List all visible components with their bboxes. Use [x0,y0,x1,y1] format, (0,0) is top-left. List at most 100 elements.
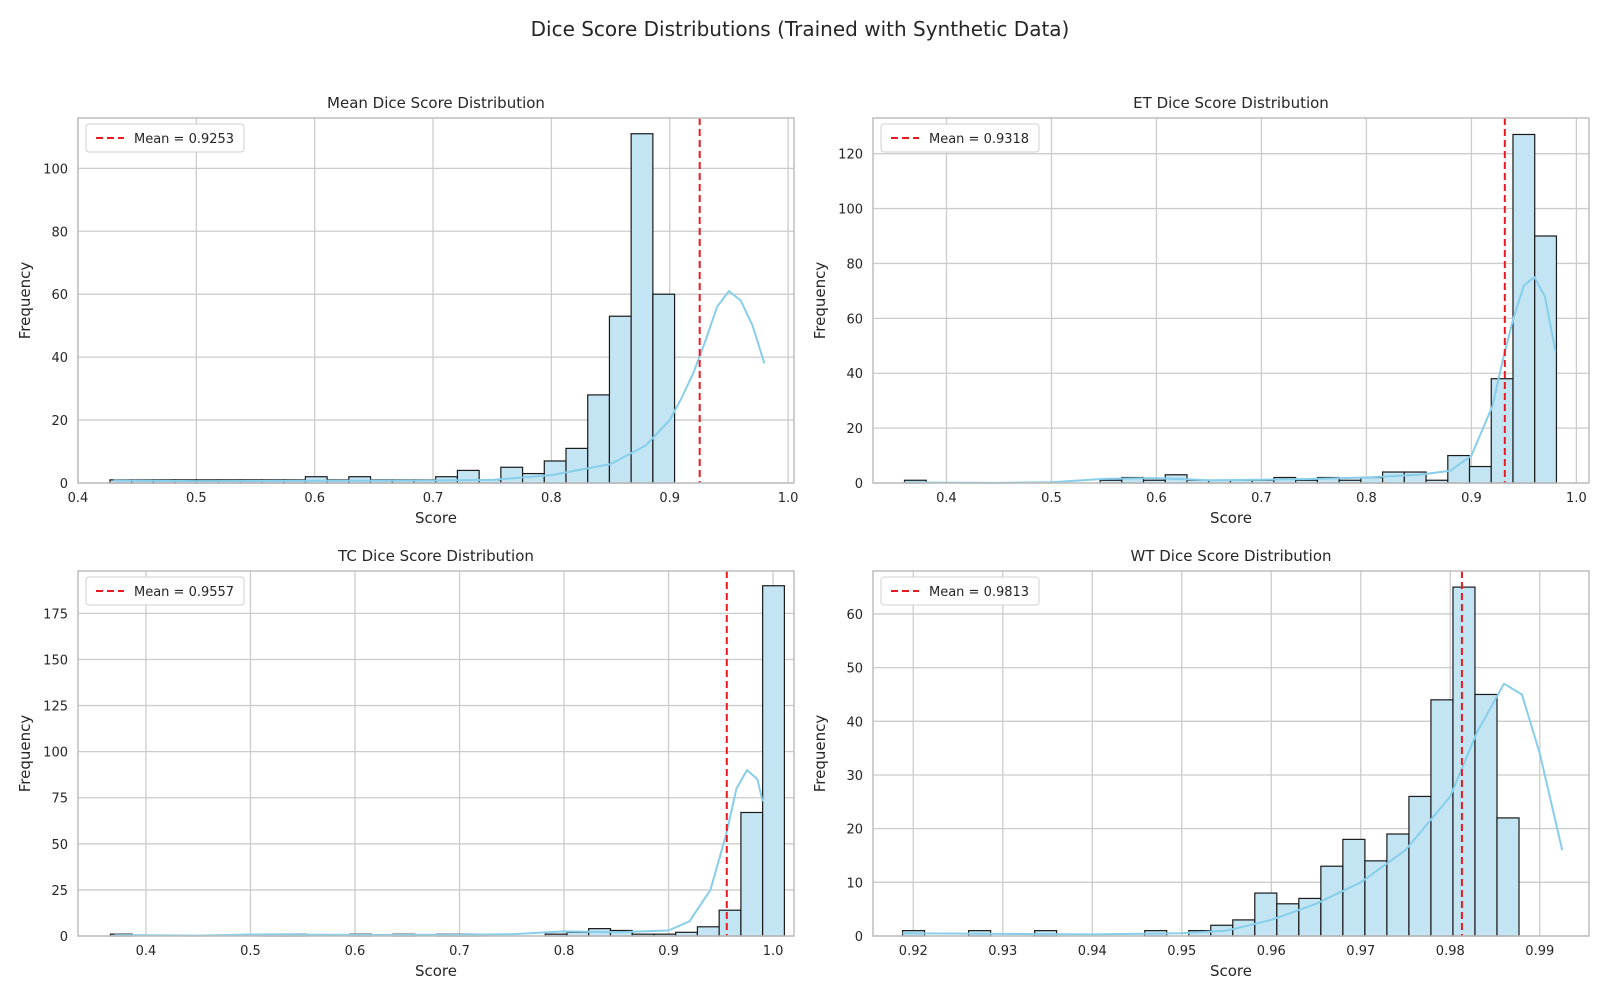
y-tick-label: 120 [838,148,863,163]
y-tick-label: 0 [855,477,863,492]
x-tick-label: 0.7 [423,491,444,506]
histogram-bar [1381,471,1405,484]
x-tick-label: 0.92 [899,944,928,959]
x-axis-label: Score [1210,962,1252,980]
legend-box [85,123,245,153]
x-tick-label: 0.95 [1167,944,1196,959]
plot-area [78,118,794,483]
legend-label: Mean = 0.9253 [134,132,234,147]
x-tick-label: 1.0 [1566,491,1587,506]
legend-box [880,576,1040,606]
y-tick-label: 100 [43,746,68,761]
x-tick-label: 0.9 [658,944,679,959]
y-tick-label: 125 [43,700,68,715]
y-axis-label: Frequency [16,262,34,340]
legend: Mean = 0.9253 [85,123,245,153]
y-tick-label: 0 [60,477,68,492]
y-tick-label: 20 [846,422,863,437]
legend: Mean = 0.9318 [880,123,1040,153]
panel-title: WT Dice Score Distribution [1130,547,1331,565]
histogram-bar [1254,892,1278,937]
x-tick-label: 0.6 [345,944,366,959]
histogram-bar [762,585,785,937]
y-tick-label: 10 [846,876,863,891]
x-axis-label: Score [1210,509,1252,527]
legend: Mean = 0.9813 [880,576,1040,606]
x-tick-label: 0.9 [1461,491,1482,506]
legend-box [85,576,245,606]
histogram-panel-4: 0.92 0.93 0.94 0.95 0.96 0.97 0.98 0.99 0 10 20 30 4… [811,547,1590,980]
y-tick-label: 20 [51,414,68,429]
x-tick-label: 0.96 [1257,944,1286,959]
y-tick-label: 75 [51,792,68,807]
y-tick-label: 25 [51,884,68,899]
y-tick-label: 40 [51,351,68,366]
histogram-bar [696,926,720,937]
y-tick-label: 0 [855,930,863,945]
x-tick-label: 1.0 [778,491,799,506]
kde-curve [902,682,1564,936]
x-tick-label: 0.5 [240,944,261,959]
plot-frame [872,117,1590,484]
y-tick-label: 100 [838,203,863,218]
x-tick-label: 0.97 [1346,944,1375,959]
y-tick-label: 60 [846,608,863,623]
panel-title: ET Dice Score Distribution [1133,94,1329,112]
x-tick-label: 0.5 [186,491,207,506]
y-tick-label: 60 [846,312,863,327]
histogram-bar [1276,903,1300,937]
x-tick-label: 0.99 [1525,944,1554,959]
x-tick-label: 0.4 [136,944,157,959]
y-axis-label: Frequency [811,715,829,793]
x-tick-label: 0.4 [68,491,89,506]
x-tick-label: 1.0 [763,944,784,959]
x-tick-label: 0.7 [1251,491,1272,506]
plot-area [873,118,1589,483]
y-tick-label: 50 [846,662,863,677]
histogram-bar [1342,838,1366,937]
y-tick-label: 100 [43,162,68,177]
y-tick-label: 80 [846,257,863,272]
histogram-bar [630,133,654,484]
plot-frame [872,570,1590,937]
x-tick-label: 0.94 [1078,944,1107,959]
kde-curve [113,290,766,483]
legend-label: Mean = 0.9318 [929,132,1029,147]
figure-title: Dice Score Distributions (Trained with S… [531,17,1070,41]
plot-frame [77,117,795,484]
histogram-panel-2: 0.4 0.5 0.6 0.7 0.8 0.9 1.0 0 20 40 60 80 100 120 ET D… [811,94,1590,527]
y-tick-label: 80 [51,225,68,240]
y-tick-label: 150 [43,653,68,668]
x-tick-label: 0.6 [304,491,325,506]
x-tick-label: 0.8 [541,491,562,506]
legend-box [880,123,1040,153]
y-axis-label: Frequency [16,715,34,793]
histogram-bar [740,811,764,937]
y-tick-label: 175 [43,607,68,622]
histogram-bar [587,394,611,484]
histogram-bar [1430,699,1454,937]
x-axis-label: Score [415,962,457,980]
x-tick-label: 0.9 [659,491,680,506]
histogram-bar [1468,465,1492,484]
x-tick-label: 0.5 [1041,491,1062,506]
kde-curve [114,769,764,937]
y-tick-label: 30 [846,769,863,784]
x-tick-label: 0.7 [449,944,470,959]
x-tick-label: 0.98 [1436,944,1465,959]
y-tick-label: 0 [60,930,68,945]
kde-curve [904,276,1557,484]
legend: Mean = 0.9557 [85,576,245,606]
histogram-panel-3: 0.4 0.5 0.6 0.7 0.8 0.9 1.0 0 25 50 75 100 125 150 175… [16,547,795,980]
histogram-panel-1: 0.4 0.5 0.6 0.7 0.8 0.9 1.0 0 20 40 60 80 100 Mean Di… [16,94,798,527]
y-tick-label: 60 [51,288,68,303]
x-tick-label: 0.93 [988,944,1017,959]
legend-label: Mean = 0.9557 [134,585,234,600]
plot-frame [77,570,795,937]
x-tick-label: 0.4 [936,491,957,506]
y-tick-label: 40 [846,367,863,382]
histogram-bar [500,466,524,484]
x-tick-label: 0.8 [554,944,575,959]
histogram-bar [652,293,676,484]
